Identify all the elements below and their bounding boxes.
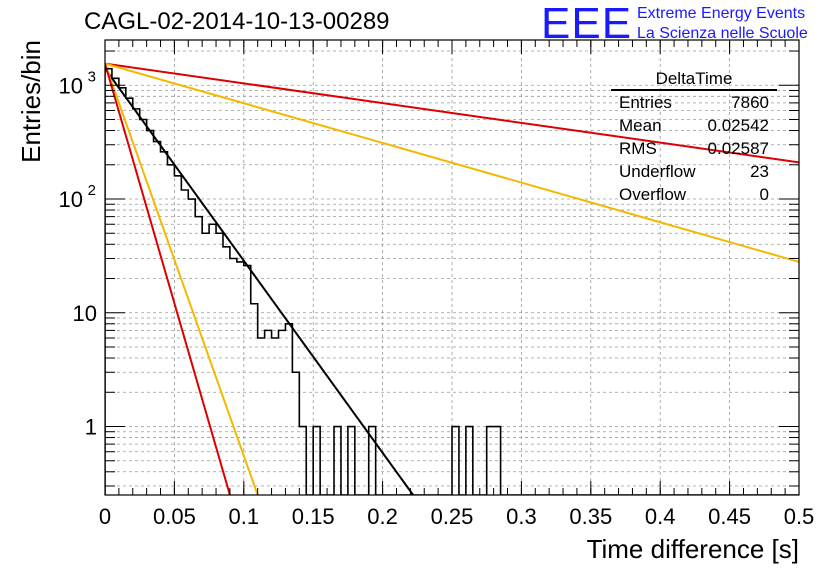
stats-label: Overflow	[619, 185, 687, 204]
x-tick-label: 0.45	[708, 504, 751, 529]
stats-row-entries: Entries 7860	[611, 91, 777, 114]
tick-labels: 0 0.05 0.1 0.15 0.2 0.25 0.3 0.35 0.4 0.45 0.5 1 10 1…	[59, 68, 815, 529]
stats-value: 23	[750, 162, 769, 181]
x-tick-label: 0.15	[292, 504, 335, 529]
x-tick-label: 0	[99, 504, 111, 529]
x-tick-label: 0.35	[569, 504, 612, 529]
x-tick-label: 0.25	[431, 504, 474, 529]
histogram-outline	[105, 67, 799, 495]
fit-line	[105, 62, 799, 263]
fit-line	[105, 63, 231, 495]
chart-title: CAGL-02-2014-10-13-00289	[84, 8, 390, 35]
y-tick-label: 1	[85, 415, 97, 440]
y-tick-exponent: 2	[88, 182, 96, 199]
stats-value: 0.02587	[707, 139, 769, 158]
x-tick-label: 0.05	[153, 504, 196, 529]
fit-lines	[105, 62, 799, 495]
x-tick-label: 0.2	[367, 504, 398, 529]
x-axis-label: Time difference [s]	[587, 534, 799, 564]
histogram	[105, 67, 799, 495]
stats-title: DeltaTime	[611, 69, 777, 91]
x-tick-label: 0.5	[784, 504, 815, 529]
y-tick-exponent: 3	[88, 68, 96, 85]
stats-value: 7860	[731, 93, 769, 112]
eee-logo: EEE	[541, 0, 633, 48]
logo-line-2: La Scienza nelle Scuole	[637, 25, 808, 42]
stats-row-rms: RMS 0.02587	[611, 137, 777, 160]
logo-line-1: Extreme Energy Events	[637, 5, 806, 22]
stats-row-underflow: Underflow 23	[611, 160, 777, 183]
stats-label: RMS	[619, 139, 657, 158]
y-tick-label: 10	[73, 301, 97, 326]
x-tick-label: 0.1	[229, 504, 260, 529]
fit-line	[105, 68, 414, 495]
y-tick-label: 10	[59, 73, 83, 98]
fit-line	[105, 62, 799, 164]
y-axis-label: Entries/bin	[16, 40, 46, 163]
stats-label: Mean	[619, 116, 662, 135]
stats-box: DeltaTime Entries 7860 Mean 0.02542 RMS …	[611, 69, 777, 206]
axis-ticks	[104, 40, 800, 495]
stats-label: Entries	[619, 93, 672, 112]
stats-row-mean: Mean 0.02542	[611, 114, 777, 137]
logo-text: Extreme Energy Events La Scienza nelle S…	[637, 4, 808, 44]
stats-row-overflow: Overflow 0	[611, 183, 777, 206]
y-tick-label: 10	[59, 187, 83, 212]
fit-line	[105, 63, 259, 495]
stats-label: Underflow	[619, 162, 696, 181]
stats-value: 0	[759, 185, 769, 204]
x-tick-label: 0.3	[506, 504, 537, 529]
stats-value: 0.02542	[707, 116, 769, 135]
x-tick-label: 0.4	[645, 504, 676, 529]
